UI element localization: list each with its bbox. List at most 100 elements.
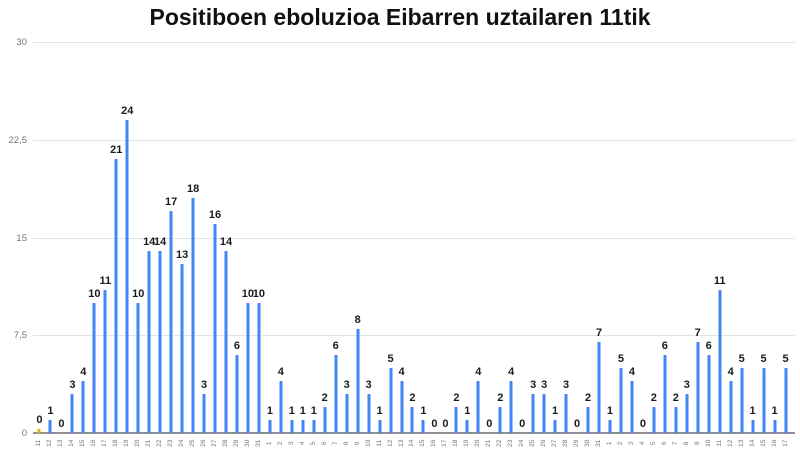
bar: [334, 354, 338, 433]
x-axis-tick-label: 26: [539, 439, 547, 447]
x-axis-tick-label: 11: [375, 439, 383, 447]
bar-value-label: 3: [683, 378, 690, 391]
bar: [356, 328, 360, 433]
x-axis-tick-label: 3: [627, 440, 635, 445]
bar-value-label: 11: [99, 274, 112, 287]
bar: [454, 406, 458, 433]
bar: [378, 419, 382, 433]
x-axis-tick-label: 9: [353, 440, 361, 445]
x-axis-tick-label: 1: [265, 440, 273, 445]
x-axis-tick-label: 21: [144, 439, 152, 447]
bar: [465, 419, 469, 433]
bar-value-label: 1: [420, 404, 427, 417]
bar: [597, 341, 601, 433]
bar-value-label: 3: [530, 378, 537, 391]
bar-slot: 4 13: [396, 42, 407, 446]
bar-value-label: 4: [508, 365, 515, 378]
x-axis-tick-label: 15: [79, 439, 87, 447]
bar-slot: 1 11: [374, 42, 385, 446]
x-axis-tick-label: 17: [101, 439, 109, 447]
bar-value-label: 5: [782, 352, 789, 365]
bar-value-label: 2: [584, 391, 592, 404]
bar-slot: 5 17: [780, 42, 791, 446]
y-axis-tick-label: 30: [16, 37, 27, 48]
bar-value-label: 3: [200, 378, 208, 391]
bar-slot: 5 12: [385, 42, 396, 446]
bar: [751, 419, 755, 433]
bar: [773, 419, 777, 433]
bar: [674, 406, 678, 433]
bar-value-label: 5: [738, 352, 745, 365]
bar-slot: 3 25: [528, 42, 539, 446]
bar-slot: 14 28: [220, 42, 232, 446]
bar: [564, 393, 568, 433]
bar-slot: 17 23: [165, 42, 177, 446]
bar-slot: 0 11: [34, 42, 45, 447]
bar-value-label: 3: [69, 378, 76, 391]
bar: [114, 159, 118, 433]
y-gridline: [33, 237, 795, 239]
bar-slot: 13 24: [176, 42, 188, 446]
x-axis-tick-label: 4: [298, 440, 306, 445]
bar: [476, 380, 480, 433]
x-axis-tick-label: 6: [660, 440, 668, 445]
bar: [279, 380, 283, 433]
x-axis-tick-label: 23: [166, 439, 174, 447]
bar-value-label: 4: [628, 365, 635, 378]
bar-value-label: 1: [47, 404, 54, 417]
bar: [586, 406, 590, 433]
bar-slot: 3 14: [67, 42, 78, 446]
bar-slot: 1 14: [747, 42, 758, 446]
y-gridline: [33, 139, 795, 141]
bar: [608, 419, 612, 433]
bar-value-label: 1: [771, 404, 778, 417]
bar-value-label: 5: [760, 352, 767, 365]
bar-value-label: 10: [88, 287, 101, 300]
x-axis-tick-label: 26: [199, 439, 207, 447]
bar-slot: 4 12: [725, 42, 736, 446]
bar: [389, 367, 393, 433]
bar-value-label: 14: [154, 235, 167, 248]
bar-value-label: 1: [606, 404, 614, 417]
bar-slot: 3 26: [199, 42, 210, 446]
x-axis-tick-label: 27: [210, 439, 218, 447]
bar-value-label: 4: [727, 365, 734, 378]
x-axis-tick-label: 19: [123, 439, 130, 447]
bar-slot: 24 19: [121, 42, 133, 447]
bar-slot: 11 17: [99, 42, 112, 446]
x-axis-tick-label: 14: [748, 439, 756, 447]
bar-value-label: 0: [486, 418, 493, 430]
bar: [400, 380, 404, 433]
x-axis-tick-label: 29: [572, 439, 580, 447]
bar: [619, 367, 623, 433]
x-axis-tick-label: 24: [517, 439, 525, 447]
bar-value-label: 7: [595, 326, 603, 339]
bar: [246, 302, 250, 433]
bar-value-label: 1: [552, 404, 559, 417]
x-axis-tick-label: 15: [759, 439, 767, 447]
bar-slot: 0 17: [440, 42, 451, 447]
x-axis-tick-label: 28: [221, 439, 229, 447]
x-axis-tick-label: 14: [408, 439, 416, 447]
bar-slot: 14 22: [154, 42, 167, 446]
bar: [696, 341, 700, 433]
bar: [542, 393, 546, 433]
bar-value-label: 2: [453, 391, 460, 404]
x-axis-tick-label: 31: [594, 439, 602, 447]
bar: [70, 393, 74, 433]
x-axis-tick-label: 4: [638, 440, 646, 445]
x-axis-tick-label: 5: [309, 440, 317, 445]
bar: [509, 380, 513, 433]
bar: [685, 393, 689, 433]
x-axis-tick-label: 2: [276, 440, 284, 445]
y-gridline: [33, 42, 795, 43]
bar-value-label: 1: [266, 404, 273, 417]
x-axis-tick-label: 18: [452, 439, 460, 447]
bar-slot: 2 14: [407, 42, 418, 446]
bar-value-label: 3: [541, 378, 548, 391]
bar: [92, 302, 96, 433]
